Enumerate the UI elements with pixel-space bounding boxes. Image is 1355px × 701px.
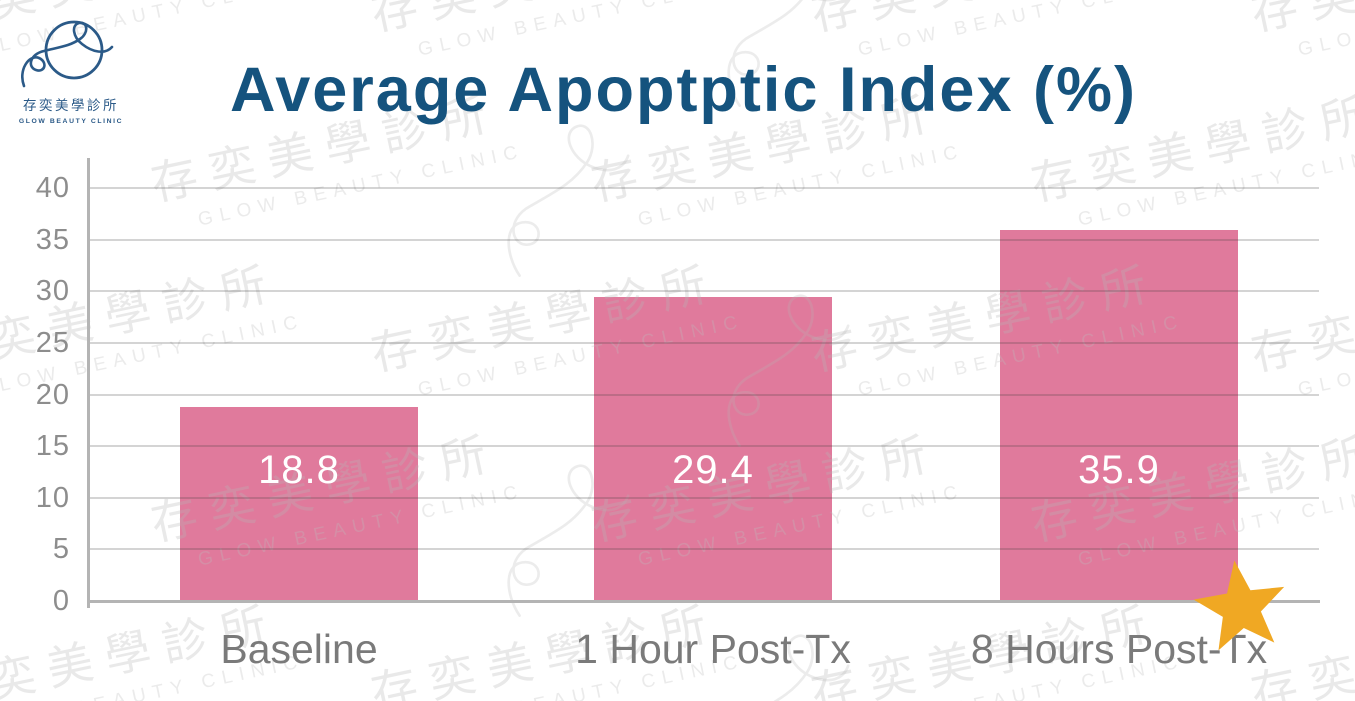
gridline [89, 238, 1319, 241]
bar-value-label: 18.8 [258, 448, 340, 492]
y-axis-line [87, 158, 90, 608]
y-tick-label: 25 [35, 326, 70, 359]
bar-value-label: 29.4 [672, 448, 754, 492]
chart-title: Average Apoptptic Index (%) [230, 55, 1137, 125]
x-axis-label: 1 Hour Post-Tx [575, 626, 851, 672]
gridline [89, 445, 1319, 448]
y-tick-label: 0 [52, 585, 70, 617]
bar-8-hours-post-tx [1000, 230, 1238, 601]
y-tick-label: 20 [35, 378, 70, 411]
gridline [89, 393, 1319, 396]
y-tick-label: 30 [35, 275, 70, 308]
y-tick-label: 15 [35, 430, 70, 463]
clinic-logo: 存奕美學診所 GLOW BEAUTY CLINIC [18, 10, 124, 125]
bar-baseline [180, 406, 418, 601]
gridline [89, 290, 1319, 293]
clinic-name-english: GLOW BEAUTY CLINIC [18, 118, 124, 125]
gridline [89, 341, 1319, 344]
x-axis-label: 8 Hours Post-Tx [970, 626, 1268, 672]
y-tick-label: 5 [52, 533, 70, 566]
star-icon [1193, 560, 1285, 651]
gridline [89, 496, 1319, 499]
y-tick-label: 35 [35, 223, 70, 256]
bar-1-hour-post-tx [594, 297, 832, 601]
x-axis-line [87, 600, 1320, 603]
bar-value-label: 35.9 [1078, 448, 1160, 492]
y-tick-label: 40 [35, 172, 70, 204]
y-tick-label: 10 [35, 481, 70, 514]
gridline [89, 187, 1319, 189]
gridline [89, 548, 1319, 551]
clinic-logo-swirl-icon [21, 20, 114, 88]
clinic-name-chinese: 存奕美學診所 [23, 98, 119, 114]
x-axis-label: Baseline [220, 626, 378, 672]
